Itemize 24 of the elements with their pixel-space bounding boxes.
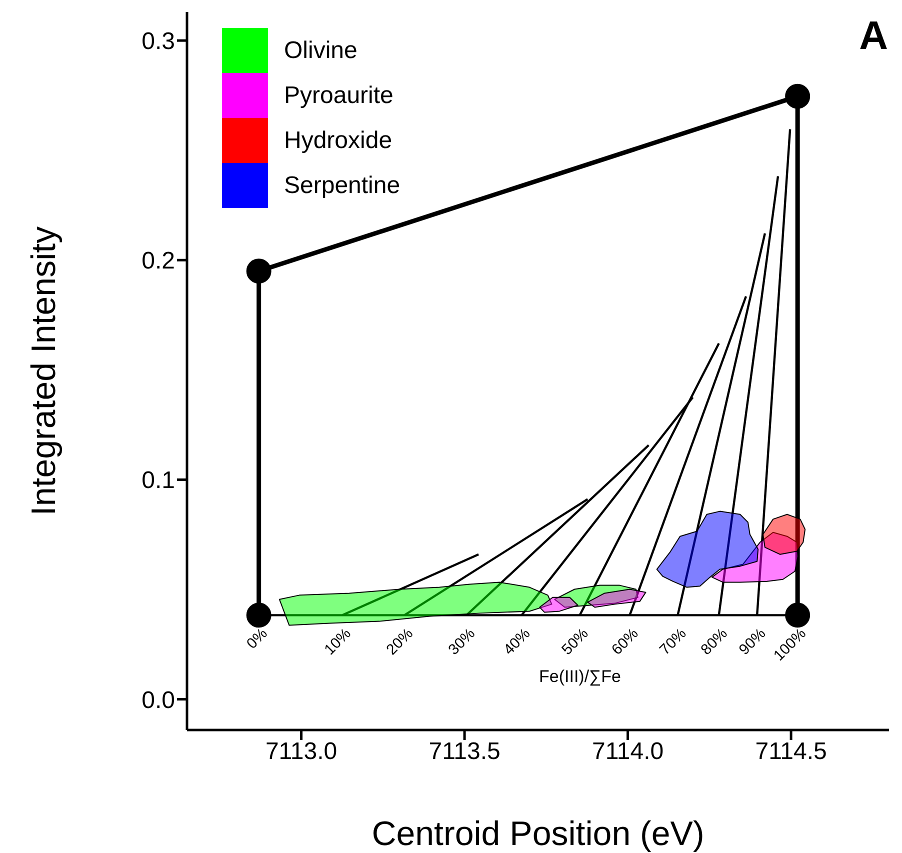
x-tick-label: 7113.5 xyxy=(428,738,500,766)
annotation: 60% xyxy=(608,625,642,658)
annotation: A xyxy=(859,14,888,59)
x-tick-label: 7114.5 xyxy=(755,738,827,766)
annotation: 80% xyxy=(698,625,731,658)
annotation: 40% xyxy=(500,625,534,658)
annotation: 0% xyxy=(243,625,271,653)
x-tick-label: 7113.0 xyxy=(265,738,338,766)
legend-label: Pyroaurite xyxy=(284,82,394,110)
y-tick-label: 0.1 xyxy=(142,467,175,494)
x-axis-title: Centroid Position (eV) xyxy=(372,815,704,853)
annotation: Fe(III)/∑Fe xyxy=(539,667,622,687)
annotation: 70% xyxy=(656,625,690,658)
annotation: 30% xyxy=(445,625,479,658)
annotation: 90% xyxy=(736,625,770,658)
y-tick-label: 0.0 xyxy=(142,686,175,714)
legend-label: Serpentine xyxy=(284,172,400,200)
annotation: 50% xyxy=(558,625,592,658)
y-tick-label: 0.3 xyxy=(142,28,175,56)
y-tick-label: 0.2 xyxy=(142,248,175,275)
legend-label: Hydroxide xyxy=(284,126,392,154)
y-axis-title: Integrated Intensity xyxy=(25,226,63,516)
x-tick-label: 7114.0 xyxy=(592,738,664,766)
legend-label: Olivine xyxy=(284,36,358,64)
